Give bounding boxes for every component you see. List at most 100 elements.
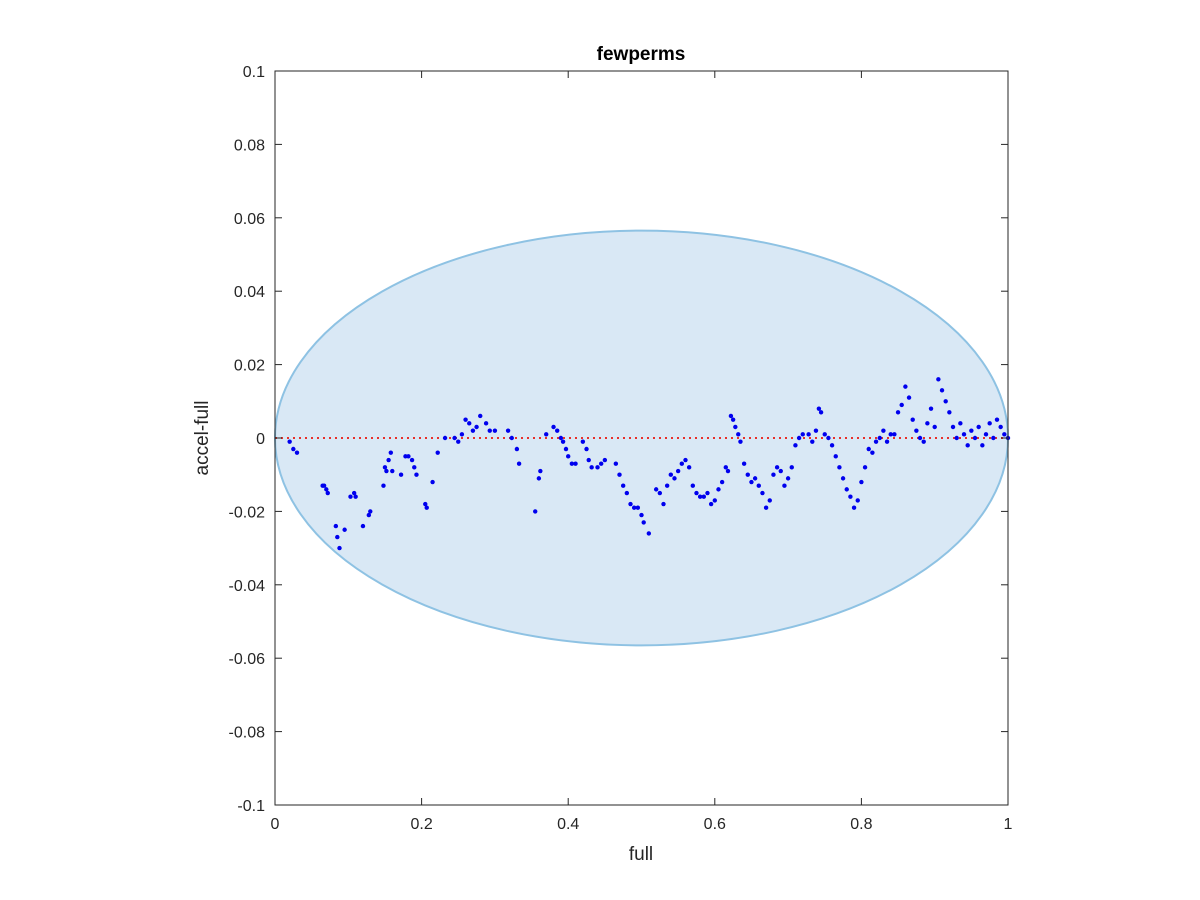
data-point [925, 421, 930, 426]
data-point [895, 410, 901, 415]
data-point [668, 472, 674, 477]
data-point [690, 483, 696, 488]
data-point [335, 534, 340, 540]
y-tick-label: -0.06 [229, 651, 266, 668]
data-point [686, 465, 692, 470]
data-point [800, 432, 805, 437]
data-point [899, 402, 904, 408]
plot-area [274, 229, 1011, 647]
data-point [620, 483, 626, 488]
data-point [736, 432, 741, 437]
data-point [749, 479, 754, 485]
data-point [965, 443, 970, 448]
data-point [342, 527, 347, 532]
data-point [430, 479, 435, 485]
y-tick-label: 0.08 [234, 137, 265, 154]
x-tick-label: 0.2 [410, 816, 432, 833]
data-point [333, 523, 339, 529]
data-point [921, 439, 926, 444]
data-point [679, 461, 685, 466]
data-point [756, 483, 761, 488]
data-point [492, 428, 498, 433]
data-point [796, 435, 802, 441]
data-point [980, 443, 985, 448]
x-tick-label: 1 [1004, 816, 1013, 833]
data-point [851, 505, 857, 510]
y-tick-label: -0.08 [229, 725, 266, 742]
data-point [728, 413, 734, 419]
data-point [661, 501, 666, 507]
chart-title: fewperms [597, 44, 686, 65]
data-point [366, 512, 372, 518]
x-tick-label: 0.4 [557, 816, 579, 833]
data-point [538, 468, 543, 474]
data-point [859, 479, 864, 485]
data-point [653, 487, 659, 492]
data-point [840, 476, 846, 481]
data-point [810, 439, 815, 444]
data-point [424, 505, 429, 510]
data-point [613, 461, 619, 466]
data-point [716, 487, 721, 492]
data-point [906, 395, 912, 400]
data-point [972, 435, 978, 441]
y-tick-label: -0.02 [229, 504, 266, 521]
data-point [533, 509, 538, 514]
data-point [881, 428, 886, 433]
data-point [730, 417, 736, 422]
y-tick-label: 0.06 [234, 211, 265, 228]
data-point [353, 494, 358, 499]
y-axis-label: accel-full [192, 401, 213, 476]
data-point [589, 465, 594, 470]
data-point [516, 461, 522, 466]
data-point [705, 490, 710, 496]
data-point [752, 476, 758, 481]
data-point [914, 428, 919, 433]
data-point [701, 494, 707, 499]
data-point [483, 421, 489, 426]
data-point [969, 428, 974, 433]
data-point [694, 490, 699, 496]
data-point [467, 421, 472, 426]
data-point [733, 424, 738, 430]
x-tick-label: 0.6 [704, 816, 726, 833]
data-point [672, 476, 677, 481]
data-point [351, 490, 357, 496]
data-point [917, 435, 923, 441]
data-point [844, 487, 849, 492]
data-point [826, 435, 831, 441]
data-point [994, 417, 1000, 422]
data-point [712, 498, 717, 503]
data-point [398, 472, 404, 477]
data-point [866, 446, 871, 452]
data-point [639, 512, 644, 518]
data-point [813, 428, 819, 433]
data-point [360, 523, 366, 529]
data-point [586, 457, 591, 463]
data-point [321, 483, 327, 488]
data-point [384, 468, 389, 474]
data-point [598, 461, 604, 466]
data-point [646, 531, 652, 536]
data-point [806, 432, 811, 437]
data-point [456, 439, 461, 444]
data-point [631, 505, 637, 510]
data-point [595, 465, 600, 470]
data-point [767, 498, 772, 503]
data-point [584, 446, 589, 452]
data-point [789, 465, 794, 470]
data-point [771, 472, 776, 477]
y-tick-label: 0.1 [243, 64, 265, 81]
data-point [505, 428, 511, 433]
data-point [337, 545, 342, 551]
data-point [998, 424, 1003, 430]
data-point [987, 421, 992, 426]
data-point [406, 454, 411, 459]
data-point [602, 457, 608, 463]
data-point [573, 461, 578, 466]
data-point [324, 487, 329, 492]
data-point [873, 439, 879, 444]
data-point [983, 432, 989, 437]
data-point [763, 505, 769, 510]
